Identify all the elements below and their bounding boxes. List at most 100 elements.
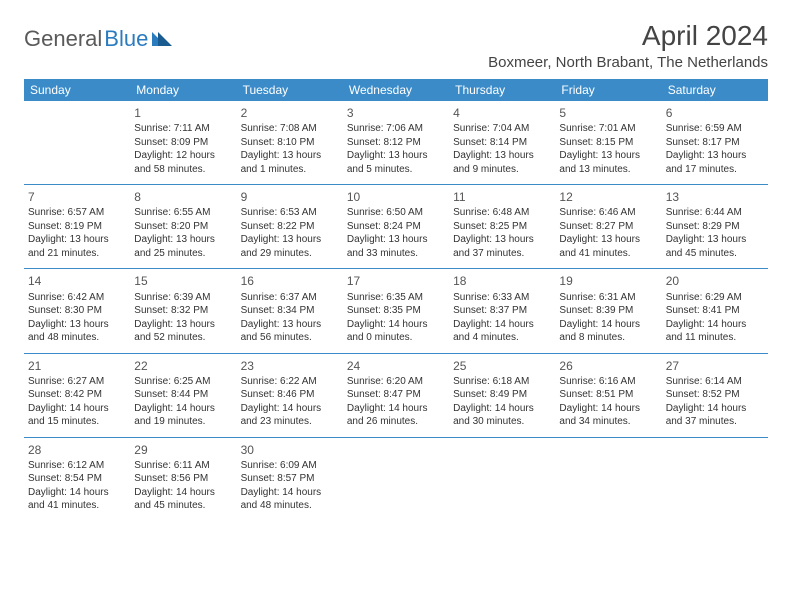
day-header: Monday (130, 79, 236, 101)
day-number: 26 (559, 358, 657, 374)
sunset-line: Sunset: 8:24 PM (347, 220, 445, 234)
day-header: Friday (555, 79, 661, 101)
day-number: 5 (559, 105, 657, 121)
calendar-cell: 15Sunrise: 6:39 AMSunset: 8:32 PMDayligh… (130, 269, 236, 353)
calendar-cell (343, 437, 449, 521)
sunrise-line: Sunrise: 6:20 AM (347, 375, 445, 389)
day-header: Saturday (662, 79, 768, 101)
daylight-line: Daylight: 14 hours and 48 minutes. (241, 486, 339, 513)
sunset-line: Sunset: 8:35 PM (347, 304, 445, 318)
daylight-line: Daylight: 14 hours and 30 minutes. (453, 402, 551, 429)
day-header: Wednesday (343, 79, 449, 101)
day-header: Sunday (24, 79, 130, 101)
day-header: Tuesday (237, 79, 343, 101)
sunrise-line: Sunrise: 6:16 AM (559, 375, 657, 389)
sunrise-line: Sunrise: 6:12 AM (28, 459, 126, 473)
sunset-line: Sunset: 8:44 PM (134, 388, 232, 402)
calendar-cell: 30Sunrise: 6:09 AMSunset: 8:57 PMDayligh… (237, 437, 343, 521)
day-number: 13 (666, 189, 764, 205)
sunset-line: Sunset: 8:51 PM (559, 388, 657, 402)
calendar-cell: 21Sunrise: 6:27 AMSunset: 8:42 PMDayligh… (24, 353, 130, 437)
day-header-row: SundayMondayTuesdayWednesdayThursdayFrid… (24, 79, 768, 101)
sunset-line: Sunset: 8:14 PM (453, 136, 551, 150)
sunset-line: Sunset: 8:34 PM (241, 304, 339, 318)
daylight-line: Daylight: 13 hours and 56 minutes. (241, 318, 339, 345)
sunrise-line: Sunrise: 6:22 AM (241, 375, 339, 389)
calendar-week: 14Sunrise: 6:42 AMSunset: 8:30 PMDayligh… (24, 269, 768, 353)
day-number: 4 (453, 105, 551, 121)
sunset-line: Sunset: 8:30 PM (28, 304, 126, 318)
sunset-line: Sunset: 8:54 PM (28, 472, 126, 486)
sunrise-line: Sunrise: 6:09 AM (241, 459, 339, 473)
sunrise-line: Sunrise: 6:48 AM (453, 206, 551, 220)
calendar-cell (662, 437, 768, 521)
sunrise-line: Sunrise: 7:06 AM (347, 122, 445, 136)
day-number: 22 (134, 358, 232, 374)
calendar-page: GeneralBlue April 2024 Boxmeer, North Br… (0, 0, 792, 541)
sunset-line: Sunset: 8:10 PM (241, 136, 339, 150)
daylight-line: Daylight: 13 hours and 48 minutes. (28, 318, 126, 345)
calendar-cell: 16Sunrise: 6:37 AMSunset: 8:34 PMDayligh… (237, 269, 343, 353)
sunrise-line: Sunrise: 6:29 AM (666, 291, 764, 305)
day-number: 20 (666, 273, 764, 289)
day-number: 3 (347, 105, 445, 121)
sunrise-line: Sunrise: 7:01 AM (559, 122, 657, 136)
calendar-cell: 22Sunrise: 6:25 AMSunset: 8:44 PMDayligh… (130, 353, 236, 437)
sunset-line: Sunset: 8:15 PM (559, 136, 657, 150)
day-number: 27 (666, 358, 764, 374)
calendar-cell: 1Sunrise: 7:11 AMSunset: 8:09 PMDaylight… (130, 101, 236, 185)
daylight-line: Daylight: 13 hours and 5 minutes. (347, 149, 445, 176)
calendar-cell: 3Sunrise: 7:06 AMSunset: 8:12 PMDaylight… (343, 101, 449, 185)
calendar-cell: 7Sunrise: 6:57 AMSunset: 8:19 PMDaylight… (24, 185, 130, 269)
calendar-cell: 5Sunrise: 7:01 AMSunset: 8:15 PMDaylight… (555, 101, 661, 185)
day-number: 29 (134, 442, 232, 458)
daylight-line: Daylight: 14 hours and 23 minutes. (241, 402, 339, 429)
daylight-line: Daylight: 14 hours and 41 minutes. (28, 486, 126, 513)
day-number: 21 (28, 358, 126, 374)
calendar-cell: 10Sunrise: 6:50 AMSunset: 8:24 PMDayligh… (343, 185, 449, 269)
daylight-line: Daylight: 14 hours and 45 minutes. (134, 486, 232, 513)
day-number: 9 (241, 189, 339, 205)
daylight-line: Daylight: 13 hours and 41 minutes. (559, 233, 657, 260)
day-number: 6 (666, 105, 764, 121)
day-number: 19 (559, 273, 657, 289)
sunrise-line: Sunrise: 6:35 AM (347, 291, 445, 305)
calendar-cell: 29Sunrise: 6:11 AMSunset: 8:56 PMDayligh… (130, 437, 236, 521)
sunrise-line: Sunrise: 6:37 AM (241, 291, 339, 305)
sunset-line: Sunset: 8:27 PM (559, 220, 657, 234)
sunrise-line: Sunrise: 7:08 AM (241, 122, 339, 136)
calendar-cell (449, 437, 555, 521)
daylight-line: Daylight: 14 hours and 19 minutes. (134, 402, 232, 429)
daylight-line: Daylight: 13 hours and 37 minutes. (453, 233, 551, 260)
sunset-line: Sunset: 8:12 PM (347, 136, 445, 150)
header: GeneralBlue April 2024 Boxmeer, North Br… (24, 20, 768, 71)
calendar-week: 21Sunrise: 6:27 AMSunset: 8:42 PMDayligh… (24, 353, 768, 437)
calendar-body: 1Sunrise: 7:11 AMSunset: 8:09 PMDaylight… (24, 101, 768, 521)
daylight-line: Daylight: 13 hours and 45 minutes. (666, 233, 764, 260)
sunrise-line: Sunrise: 6:44 AM (666, 206, 764, 220)
day-number: 18 (453, 273, 551, 289)
calendar-cell: 9Sunrise: 6:53 AMSunset: 8:22 PMDaylight… (237, 185, 343, 269)
calendar-cell: 25Sunrise: 6:18 AMSunset: 8:49 PMDayligh… (449, 353, 555, 437)
day-number: 10 (347, 189, 445, 205)
month-title: April 2024 (488, 20, 768, 52)
sunset-line: Sunset: 8:19 PM (28, 220, 126, 234)
daylight-line: Daylight: 14 hours and 15 minutes. (28, 402, 126, 429)
daylight-line: Daylight: 13 hours and 29 minutes. (241, 233, 339, 260)
day-number: 7 (28, 189, 126, 205)
sunset-line: Sunset: 8:41 PM (666, 304, 764, 318)
sunset-line: Sunset: 8:49 PM (453, 388, 551, 402)
calendar-cell: 24Sunrise: 6:20 AMSunset: 8:47 PMDayligh… (343, 353, 449, 437)
sunset-line: Sunset: 8:29 PM (666, 220, 764, 234)
calendar-cell: 6Sunrise: 6:59 AMSunset: 8:17 PMDaylight… (662, 101, 768, 185)
sunset-line: Sunset: 8:52 PM (666, 388, 764, 402)
calendar-cell: 14Sunrise: 6:42 AMSunset: 8:30 PMDayligh… (24, 269, 130, 353)
day-header: Thursday (449, 79, 555, 101)
calendar-table: SundayMondayTuesdayWednesdayThursdayFrid… (24, 79, 768, 521)
title-block: April 2024 Boxmeer, North Brabant, The N… (488, 20, 768, 71)
logo-triangle-icon (152, 28, 174, 51)
sunrise-line: Sunrise: 6:11 AM (134, 459, 232, 473)
calendar-cell: 28Sunrise: 6:12 AMSunset: 8:54 PMDayligh… (24, 437, 130, 521)
calendar-cell: 19Sunrise: 6:31 AMSunset: 8:39 PMDayligh… (555, 269, 661, 353)
sunrise-line: Sunrise: 6:42 AM (28, 291, 126, 305)
